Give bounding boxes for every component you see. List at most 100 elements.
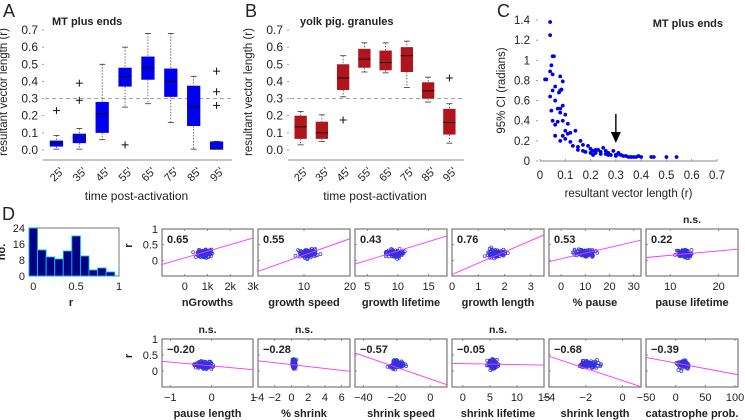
x-axis-label: resultant vector length (r)	[565, 188, 693, 200]
x-axis-label: % pause	[573, 297, 618, 309]
x-axis-label: nGrowths	[182, 297, 233, 309]
x-tick-label: 5	[487, 392, 493, 404]
x-tick-label: −50	[637, 392, 656, 404]
y-tick-label: 16	[13, 239, 25, 251]
y-tick-label: 1	[152, 334, 158, 346]
x-tick-label: 2k	[224, 281, 236, 293]
x-tick-label: 3	[528, 281, 534, 293]
data-point	[553, 98, 558, 103]
data-point	[579, 247, 584, 252]
scatter-panel: 0.22 n.s. 10 20 pause lifetime	[645, 214, 739, 309]
data-point	[299, 249, 303, 253]
data-point	[552, 54, 556, 59]
fit-line	[452, 362, 544, 366]
y-axis-label: resultant vector length (r)	[0, 28, 10, 156]
data-point	[689, 248, 694, 252]
data-point	[568, 139, 573, 144]
data-point	[563, 136, 568, 141]
scatter-panel: 0.53 0 10 20 30 % pause	[548, 228, 642, 309]
y-tick-label: 0.1	[266, 126, 283, 140]
data-point	[557, 90, 561, 95]
data-point	[590, 252, 595, 257]
scatter-panel: 0.76 0 1 2 3 growth length	[449, 228, 545, 309]
y-tick-label: 0.3	[21, 92, 38, 106]
y-tick-label: 0.2	[266, 109, 283, 123]
box	[118, 67, 132, 87]
data-point	[550, 72, 555, 77]
data-point	[550, 118, 555, 123]
data-point	[570, 250, 575, 255]
data-point	[387, 254, 391, 259]
fit-line	[646, 356, 738, 376]
fit-line	[452, 234, 544, 275]
y-tick-label: 0.8	[514, 75, 530, 87]
x-tick-label: 55'	[117, 166, 136, 185]
panel-label-a: A	[3, 1, 15, 21]
data-point	[589, 363, 594, 367]
data-point	[548, 94, 553, 99]
significance-label: n.s.	[295, 324, 313, 336]
box	[164, 68, 178, 97]
scatter-panel: −0.20n.s. −1 0 1 pause length 0 0.5 1 r	[123, 324, 256, 420]
data-point	[579, 362, 584, 366]
y-tick-label: 0	[152, 366, 158, 378]
x-tick-label: 65'	[377, 166, 396, 185]
fit-line	[549, 355, 641, 387]
x-tick-label: 0.1	[557, 170, 573, 182]
chart-title: MT plus ends	[52, 16, 122, 28]
arrow-head	[610, 132, 621, 143]
x-tick-label: 25'	[292, 166, 311, 185]
x-tick-label: 100	[726, 392, 744, 404]
x-axis-label: pause length	[174, 408, 242, 420]
x-tick-label: 20	[713, 281, 725, 293]
x-axis-label: % shrink	[281, 408, 328, 420]
correlation-value: −0.28	[263, 344, 291, 356]
y-tick-label: 0.6	[21, 40, 38, 54]
x-tick-label: 45'	[335, 166, 354, 185]
data-point	[400, 364, 405, 368]
data-point	[588, 147, 593, 151]
x-tick-label: 10	[579, 281, 591, 293]
x-tick-label: 0.3	[608, 170, 624, 182]
data-point	[486, 251, 491, 256]
histogram-bar	[71, 235, 81, 277]
correlation-value: 0.22	[651, 234, 672, 246]
data-point	[651, 155, 656, 159]
scatter-panel: 0.43 5 10 15 growth lifetime	[354, 228, 448, 309]
data-point	[589, 359, 593, 364]
scatter-panel: 0.65 0 1k 2k 3k nGrowths 0 0.5 1 r	[123, 224, 259, 309]
data-point	[548, 33, 553, 38]
x-tick-label: 95'	[208, 166, 227, 185]
box	[209, 141, 224, 150]
fit-line	[355, 235, 447, 265]
x-tick-label: 75'	[398, 166, 417, 185]
data-point	[565, 121, 570, 126]
y-tick-label: 0.0	[266, 143, 283, 157]
y-tick-label: 0.7	[21, 23, 38, 37]
y-tick-label: 0.6	[514, 96, 530, 108]
x-tick-label: 85'	[185, 166, 204, 185]
data-point	[576, 145, 580, 149]
data-point	[563, 112, 568, 117]
x-tick-label: 1	[250, 392, 256, 404]
y-tick-label: 8	[19, 255, 25, 267]
x-axis-label: pause lifetime	[655, 297, 728, 309]
x-tick-label: −4	[252, 392, 265, 404]
data-point	[593, 151, 598, 155]
y-tick-label: 0.5	[266, 57, 283, 71]
histogram-bar	[79, 255, 90, 277]
data-point	[388, 365, 393, 370]
data-point	[576, 148, 580, 152]
y-tick-label: 0.4	[266, 74, 283, 88]
data-point	[293, 358, 298, 363]
x-axis-label: growth lifetime	[362, 297, 440, 309]
significance-label: n.s.	[683, 214, 701, 226]
data-point	[298, 251, 303, 256]
data-point	[639, 155, 644, 159]
y-tick-label: 0	[152, 255, 158, 267]
y-axis-label: r	[123, 243, 135, 248]
data-point	[543, 77, 547, 82]
data-point	[548, 20, 553, 24]
data-point	[578, 138, 583, 143]
data-point	[585, 362, 590, 367]
